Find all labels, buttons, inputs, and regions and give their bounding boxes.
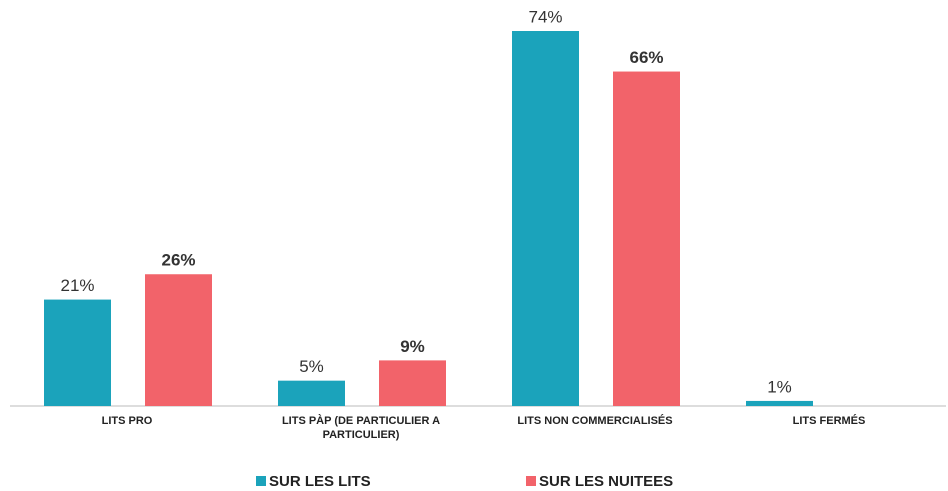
value-label: 74% bbox=[528, 7, 562, 26]
bar bbox=[613, 71, 680, 407]
x-tick-label: LITS NON COMMERCIALISÉS bbox=[517, 415, 673, 427]
x-tick-label: LITS FERMÉS bbox=[792, 415, 866, 427]
legend-swatch bbox=[256, 476, 266, 486]
bar bbox=[145, 274, 212, 406]
value-label: 1% bbox=[767, 377, 792, 396]
legend-label: SUR LES LITS bbox=[269, 473, 371, 490]
bar bbox=[379, 360, 446, 406]
bar bbox=[278, 380, 345, 406]
bar bbox=[512, 31, 579, 406]
x-tick-label: LITS PRO bbox=[101, 415, 153, 427]
bar bbox=[746, 400, 813, 406]
value-label: 66% bbox=[629, 48, 663, 67]
legend-label: SUR LES NUITEES bbox=[539, 473, 673, 490]
value-label: 26% bbox=[161, 251, 195, 270]
value-label: 5% bbox=[299, 357, 324, 376]
value-label: 21% bbox=[60, 276, 94, 295]
x-tick-label: LITS PÀP (DE PARTICULIER A PARTICULIER) bbox=[281, 415, 441, 441]
bar bbox=[44, 299, 111, 406]
legend-swatch bbox=[526, 476, 536, 486]
value-label: 9% bbox=[400, 337, 425, 356]
